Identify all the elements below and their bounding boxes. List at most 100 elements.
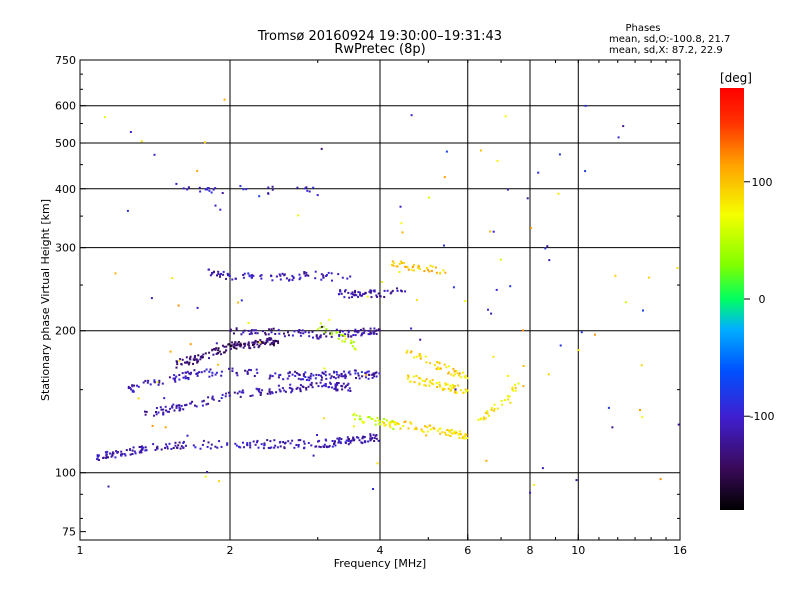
data-point — [337, 337, 340, 340]
data-point — [419, 268, 421, 271]
data-point — [179, 447, 182, 450]
data-point — [367, 440, 370, 443]
data-point — [399, 205, 402, 208]
data-point — [392, 427, 395, 430]
data-point — [169, 350, 172, 353]
data-point — [416, 298, 418, 301]
data-point — [153, 153, 156, 156]
data-point — [225, 345, 228, 348]
data-point — [215, 342, 218, 345]
data-point — [425, 361, 428, 364]
data-point — [181, 372, 184, 375]
data-point — [404, 265, 407, 268]
data-point — [184, 361, 186, 364]
data-point — [185, 444, 187, 447]
data-point — [373, 327, 376, 330]
x-tick-label: 10 — [571, 544, 585, 557]
data-point — [391, 260, 394, 263]
data-point — [176, 446, 179, 449]
data-point — [405, 351, 408, 354]
data-point — [266, 337, 269, 340]
data-point — [614, 274, 617, 277]
data-point — [577, 349, 580, 352]
data-point — [352, 334, 355, 336]
data-point — [155, 413, 158, 416]
data-point — [158, 379, 161, 382]
data-point — [303, 373, 305, 376]
data-point — [296, 386, 299, 389]
data-point — [240, 391, 243, 394]
data-point — [331, 445, 334, 448]
data-point — [522, 329, 524, 332]
data-point — [532, 483, 535, 486]
data-point — [202, 353, 205, 356]
data-point — [496, 159, 499, 162]
data-point — [253, 329, 255, 332]
data-point — [190, 371, 192, 374]
data-point — [410, 268, 413, 271]
data-point — [424, 384, 427, 387]
data-point — [196, 306, 199, 309]
data-point — [159, 406, 162, 409]
data-point — [202, 439, 205, 442]
data-point — [208, 189, 211, 192]
data-point — [406, 266, 409, 269]
data-point — [243, 272, 246, 275]
data-point — [111, 451, 114, 454]
data-point — [182, 376, 185, 379]
data-point — [396, 289, 399, 292]
data-point — [617, 136, 620, 139]
data-point — [423, 384, 426, 387]
data-point — [201, 443, 204, 446]
data-point — [200, 371, 203, 374]
data-point — [268, 388, 271, 391]
data-point — [404, 420, 407, 423]
data-point — [199, 358, 202, 361]
data-point — [307, 331, 310, 334]
data-point — [234, 341, 237, 344]
data-point — [163, 397, 166, 400]
data-point — [230, 345, 233, 348]
data-point — [317, 337, 320, 340]
data-point — [490, 409, 493, 411]
data-point — [348, 296, 351, 299]
x-tick-label: 1 — [77, 544, 84, 557]
data-point — [356, 436, 358, 439]
data-point — [439, 432, 442, 435]
data-point — [642, 309, 644, 312]
data-point — [129, 131, 132, 133]
data-point — [105, 455, 108, 458]
data-point — [418, 376, 421, 379]
data-point — [256, 439, 259, 442]
data-point — [459, 389, 462, 392]
data-point — [216, 274, 218, 277]
data-point — [307, 385, 310, 388]
data-point — [154, 449, 157, 451]
data-point — [168, 442, 171, 445]
data-point — [432, 426, 435, 429]
data-point — [482, 418, 485, 421]
data-point — [347, 333, 350, 336]
data-point — [462, 435, 464, 438]
data-point — [352, 437, 355, 440]
data-point — [400, 222, 403, 225]
colorbar-ticks: 100 0 -100 — [744, 176, 774, 423]
data-point — [144, 413, 147, 416]
data-point — [490, 312, 493, 315]
data-point — [274, 444, 277, 447]
data-point — [487, 308, 489, 311]
data-point — [379, 423, 382, 426]
data-point — [209, 368, 212, 371]
data-point — [185, 356, 188, 359]
data-point — [225, 392, 227, 395]
data-point — [355, 414, 358, 417]
data-point — [488, 414, 490, 417]
data-point — [418, 382, 421, 385]
data-point — [239, 345, 242, 348]
data-point — [200, 355, 203, 358]
data-point — [406, 377, 409, 380]
data-point — [351, 291, 354, 294]
data-point — [295, 372, 298, 375]
data-point — [270, 338, 273, 341]
data-point — [424, 380, 427, 383]
